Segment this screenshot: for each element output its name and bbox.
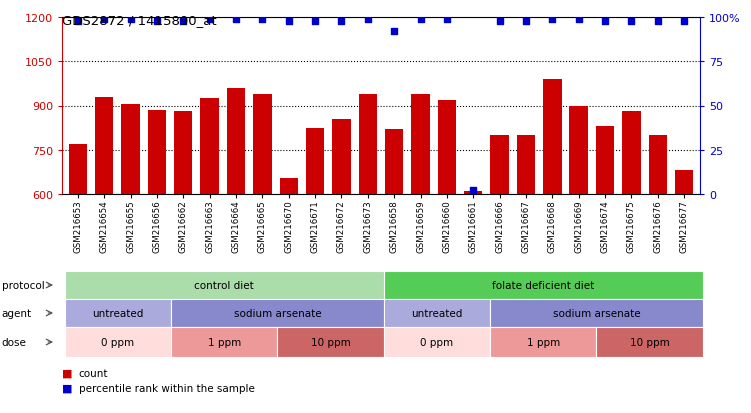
Point <box>72 18 84 25</box>
Point <box>388 29 400 36</box>
Bar <box>174 112 192 195</box>
Point <box>599 18 611 25</box>
Bar <box>412 95 430 195</box>
Bar <box>543 80 562 195</box>
Bar <box>68 145 87 195</box>
Bar <box>122 105 140 195</box>
Bar <box>279 178 298 195</box>
Point <box>547 17 559 23</box>
Text: untreated: untreated <box>92 308 143 318</box>
Bar <box>490 136 509 195</box>
Point <box>309 18 321 25</box>
Point <box>204 17 216 23</box>
Text: protocol: protocol <box>2 280 44 290</box>
Bar <box>675 171 693 195</box>
Bar <box>438 100 456 195</box>
Text: 10 ppm: 10 ppm <box>311 337 351 347</box>
Bar <box>306 128 324 195</box>
Point <box>467 188 479 194</box>
Text: untreated: untreated <box>411 308 463 318</box>
Bar <box>649 136 667 195</box>
Point <box>441 17 453 23</box>
Text: dose: dose <box>2 337 26 347</box>
Text: 1 ppm: 1 ppm <box>207 337 241 347</box>
Text: ■: ■ <box>62 383 73 393</box>
Point <box>415 17 427 23</box>
Bar <box>148 111 166 195</box>
Bar <box>253 95 272 195</box>
Point <box>573 17 585 23</box>
Bar <box>385 130 403 195</box>
Point <box>336 18 348 25</box>
Text: sodium arsenate: sodium arsenate <box>234 308 321 318</box>
Text: 10 ppm: 10 ppm <box>629 337 669 347</box>
Point <box>230 17 242 23</box>
Bar <box>464 192 482 195</box>
Bar <box>227 88 246 195</box>
Point <box>362 17 374 23</box>
Text: count: count <box>79 368 108 378</box>
Text: percentile rank within the sample: percentile rank within the sample <box>79 383 255 393</box>
Point <box>626 18 638 25</box>
Text: GDS2872 / 1415890_at: GDS2872 / 1415890_at <box>62 14 216 27</box>
Bar <box>569 106 588 195</box>
Bar <box>517 136 535 195</box>
Bar <box>95 97 113 195</box>
Point <box>652 18 664 25</box>
Text: 1 ppm: 1 ppm <box>526 337 559 347</box>
Text: agent: agent <box>2 308 32 318</box>
Point <box>282 18 294 25</box>
Point <box>520 18 532 25</box>
Text: control diet: control diet <box>195 280 254 290</box>
Bar <box>596 127 614 195</box>
Point <box>493 18 505 25</box>
Bar <box>332 119 351 195</box>
Text: ■: ■ <box>62 368 73 378</box>
Point <box>177 18 189 25</box>
Text: 0 ppm: 0 ppm <box>421 337 454 347</box>
Bar <box>201 99 219 195</box>
Bar <box>623 112 641 195</box>
Point <box>98 17 110 23</box>
Text: folate deficient diet: folate deficient diet <box>492 280 594 290</box>
Text: 0 ppm: 0 ppm <box>101 337 134 347</box>
Point <box>256 17 268 23</box>
Point <box>151 18 163 25</box>
Point <box>125 17 137 23</box>
Bar <box>358 95 377 195</box>
Point <box>678 18 690 25</box>
Text: sodium arsenate: sodium arsenate <box>553 308 640 318</box>
